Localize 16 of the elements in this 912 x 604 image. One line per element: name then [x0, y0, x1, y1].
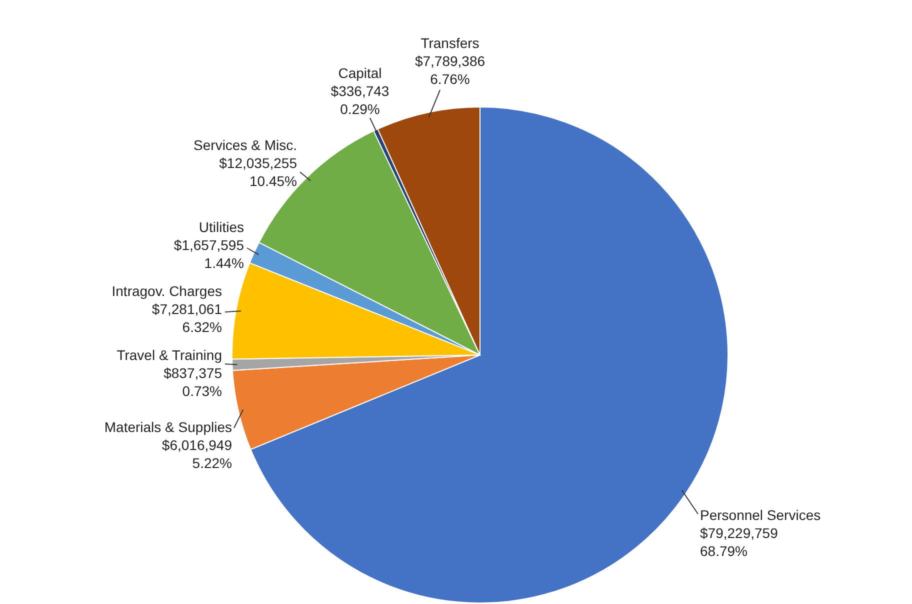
slice-label: Travel & Training [116, 347, 222, 363]
data-label: $336,743 0.29% [330, 83, 390, 117]
slice-label: Materials & Supplies [104, 419, 232, 435]
data-label: $12,035,255 10.45% [219, 155, 298, 189]
data-label: $6,016,949 5.22% [162, 437, 232, 471]
slice-label: Transfers [420, 35, 480, 51]
slice-label: Services & Misc. [194, 137, 297, 153]
data-label: $79,229,759 68.79% [700, 525, 778, 559]
slice-label: Intragov. Charges [112, 283, 222, 299]
data-label: $837,375 0.73% [164, 365, 222, 399]
slice-label: Personnel Services [700, 507, 821, 523]
data-label: $1,657,595 1.44% [174, 237, 244, 271]
data-label: $7,789,386 6.76% [414, 53, 486, 87]
data-label: $7,281,061 6.32% [152, 301, 222, 335]
slice-label: Capital [338, 65, 382, 81]
slice-label: Utilities [198, 219, 244, 235]
